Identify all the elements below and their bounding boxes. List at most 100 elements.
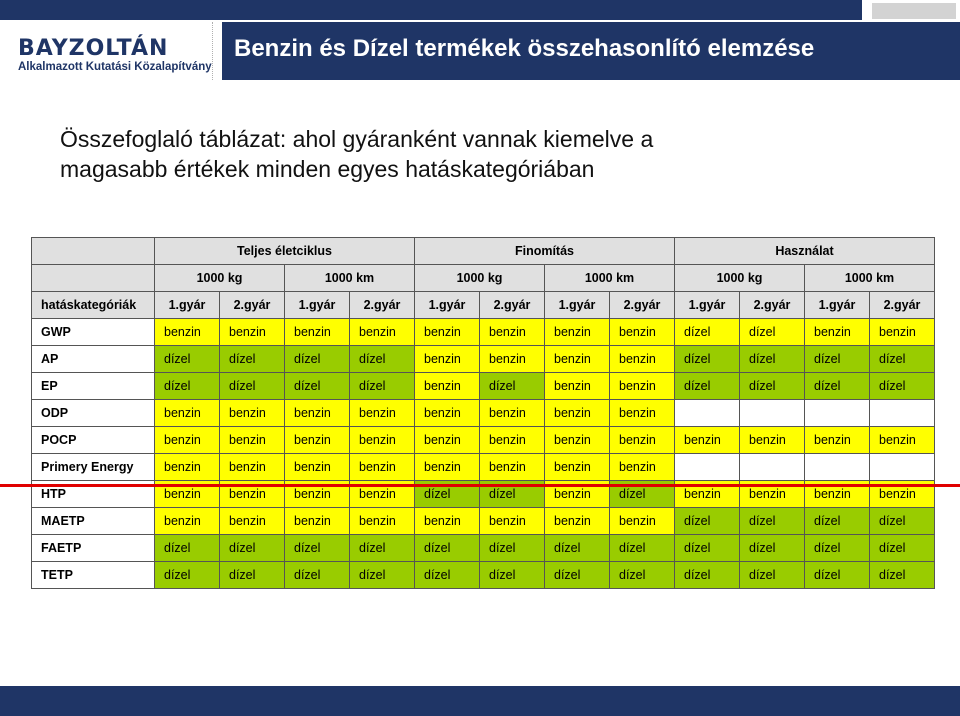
result-cell: dízel xyxy=(869,372,935,400)
result-cell: benzin xyxy=(349,453,415,481)
category-label: FAETP xyxy=(31,534,155,562)
result-cell: benzin xyxy=(479,345,545,373)
result-cell: dízel xyxy=(154,561,220,589)
result-cell: dízel xyxy=(609,534,675,562)
result-cell: dízel xyxy=(219,372,285,400)
header-divider xyxy=(212,22,213,80)
result-cell: benzin xyxy=(739,426,805,454)
result-cell: dízel xyxy=(154,534,220,562)
result-cell: dízel xyxy=(804,534,870,562)
result-cell: benzin xyxy=(609,507,675,535)
result-cell: benzin xyxy=(609,372,675,400)
result-cell: benzin xyxy=(479,318,545,346)
logo: BAYZOLTÁN Alkalmazott Kutatási Közalapít… xyxy=(18,36,212,80)
result-cell xyxy=(739,399,805,427)
category-label: MAETP xyxy=(31,507,155,535)
result-cell: benzin xyxy=(479,426,545,454)
result-cell: benzin xyxy=(609,345,675,373)
result-cell: dízel xyxy=(804,507,870,535)
top-bar xyxy=(0,0,862,20)
result-cell xyxy=(674,399,740,427)
result-cell: dízel xyxy=(739,318,805,346)
result-cell: benzin xyxy=(609,453,675,481)
result-cell: dízel xyxy=(869,507,935,535)
result-cell: dízel xyxy=(674,345,740,373)
table-row: ODP benzin benzin benzin benzin benzin benzin b… xyxy=(31,399,935,427)
result-cell: benzin xyxy=(349,318,415,346)
summary-heading-line-1: Összefoglaló táblázat: ahol gyáranként v… xyxy=(60,126,654,152)
corner-cell xyxy=(31,264,155,292)
corner-cell xyxy=(31,237,155,265)
summary-heading: Összefoglaló táblázat: ahol gyáranként v… xyxy=(60,124,760,184)
unit-header: 1000 kg xyxy=(674,264,805,292)
result-cell: dízel xyxy=(544,561,610,589)
result-cell: benzin xyxy=(154,507,220,535)
highlight-line xyxy=(0,484,960,487)
table-row: FAETP dízel dízel dízel dízel dízel dízel dízel… xyxy=(31,534,935,562)
bottom-bar xyxy=(0,686,960,716)
plant-header: 1.gyár xyxy=(284,291,350,319)
table-row: POCP benzin benzin benzin benzin benzin benzin… xyxy=(31,426,935,454)
result-cell: dízel xyxy=(674,507,740,535)
result-cell: benzin xyxy=(414,426,480,454)
category-label: EP xyxy=(31,372,155,400)
result-cell: benzin xyxy=(219,399,285,427)
result-cell: dízel xyxy=(869,561,935,589)
result-cell: benzin xyxy=(544,318,610,346)
table-row: EP dízel dízel dízel dízel benzin dízel benzin b… xyxy=(31,372,935,400)
plant-header: 2.gyár xyxy=(609,291,675,319)
result-cell: benzin xyxy=(609,318,675,346)
group-header: Használat xyxy=(674,237,935,265)
plant-header: 2.gyár xyxy=(739,291,805,319)
result-cell: dízel xyxy=(284,561,350,589)
result-cell: benzin xyxy=(479,399,545,427)
result-cell: dízel xyxy=(674,372,740,400)
title-banner: Benzin és Dízel termékek összehasonlító … xyxy=(222,22,960,80)
result-cell: benzin xyxy=(674,426,740,454)
result-cell: dízel xyxy=(869,345,935,373)
result-cell: benzin xyxy=(154,426,220,454)
result-cell: benzin xyxy=(544,507,610,535)
table-row: AP dízel dízel dízel dízel benzin benzin benzin… xyxy=(31,345,935,373)
result-cell: benzin xyxy=(284,399,350,427)
result-cell: dízel xyxy=(349,372,415,400)
result-cell: benzin xyxy=(284,318,350,346)
result-cell: benzin xyxy=(284,507,350,535)
result-cell: dízel xyxy=(869,534,935,562)
result-cell xyxy=(869,399,935,427)
plant-header: 2.gyár xyxy=(219,291,285,319)
result-cell: benzin xyxy=(154,318,220,346)
comparison-table: Teljes életciklus Finomítás Használat 10… xyxy=(31,237,935,589)
result-cell: dízel xyxy=(739,534,805,562)
result-cell: dízel xyxy=(544,534,610,562)
plant-header: 1.gyár xyxy=(804,291,870,319)
result-cell: benzin xyxy=(479,453,545,481)
plant-header-row: hatáskategóriák 1.gyár 2.gyár 1.gyár 2.g… xyxy=(31,291,935,319)
table-row: TETP dízel dízel dízel dízel dízel dízel dízel d… xyxy=(31,561,935,589)
result-cell: benzin xyxy=(284,453,350,481)
result-cell: benzin xyxy=(349,507,415,535)
result-cell: benzin xyxy=(154,399,220,427)
result-cell: benzin xyxy=(609,399,675,427)
unit-header: 1000 km xyxy=(804,264,935,292)
plant-header: 2.gyár xyxy=(869,291,935,319)
result-cell xyxy=(869,453,935,481)
logo-subtitle: Alkalmazott Kutatási Közalapítvány xyxy=(18,61,212,73)
result-cell: benzin xyxy=(219,426,285,454)
result-cell: dízel xyxy=(284,345,350,373)
result-cell: dízel xyxy=(219,561,285,589)
unit-header: 1000 kg xyxy=(414,264,545,292)
result-cell: benzin xyxy=(544,372,610,400)
result-cell: dízel xyxy=(349,345,415,373)
result-cell: benzin xyxy=(609,426,675,454)
plant-header: 2.gyár xyxy=(349,291,415,319)
result-cell xyxy=(804,453,870,481)
category-label: Primery Energy xyxy=(31,453,155,481)
result-cell: dízel xyxy=(739,372,805,400)
result-cell: benzin xyxy=(349,399,415,427)
table-row: Primery Energy benzin benzin benzin benzin be… xyxy=(31,453,935,481)
table-row: GWP benzin benzin benzin benzin benzin benzin b… xyxy=(31,318,935,346)
result-cell: dízel xyxy=(154,345,220,373)
result-cell: dízel xyxy=(414,561,480,589)
result-cell: dízel xyxy=(804,345,870,373)
